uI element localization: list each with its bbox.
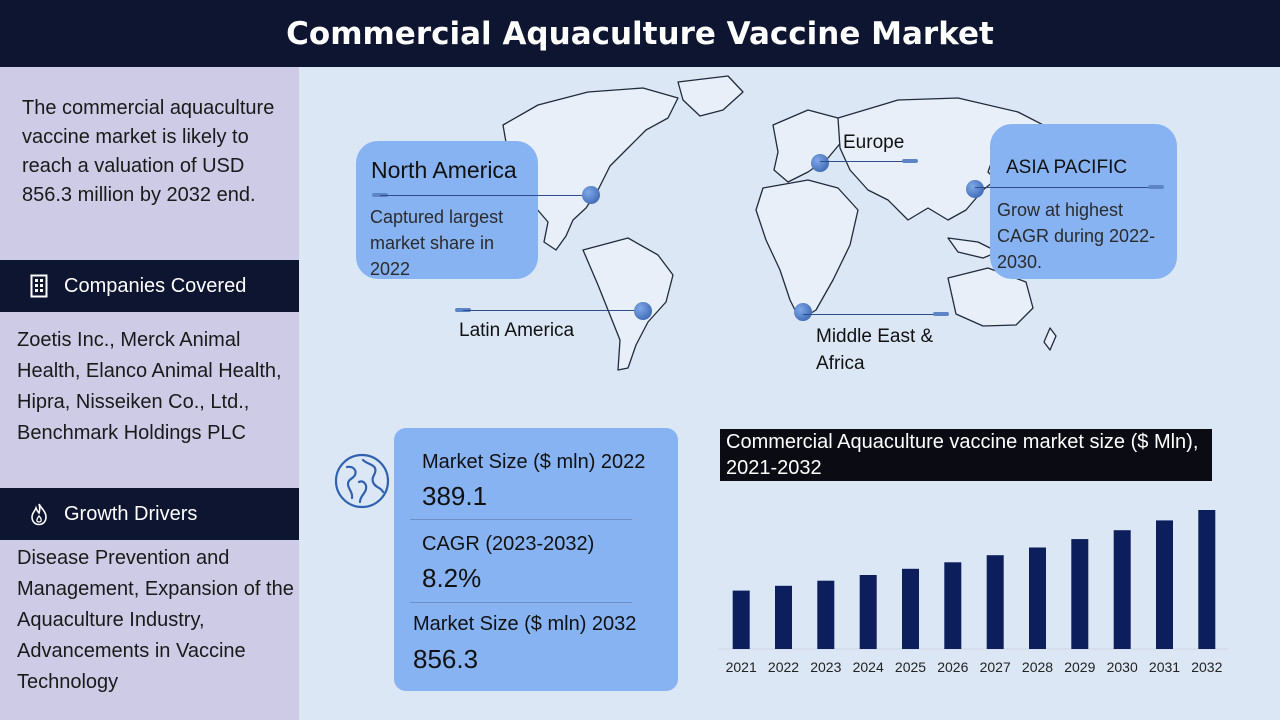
drivers-text: Disease Prevention and Management, Expan… [17, 547, 294, 693]
latin-america-connector [463, 310, 641, 311]
bar-2028 [1029, 547, 1046, 649]
bar-2023 [817, 580, 835, 649]
europe-marker [811, 154, 829, 172]
bar-2022 [775, 585, 792, 649]
x-tick-label: 2021 [726, 659, 757, 675]
bar-2024 [859, 575, 877, 649]
x-tick-label: 2026 [937, 659, 968, 675]
africa-landmass [755, 179, 859, 321]
asia-pacific-marker [966, 180, 984, 198]
bar-2025 [902, 568, 919, 649]
companies-header: Companies Covered [0, 260, 299, 312]
bar-2030 [1113, 530, 1131, 649]
x-tick-label: 2032 [1191, 659, 1222, 675]
size-2022-value: 389.1 [422, 481, 488, 511]
latin-america-label: Latin America [459, 320, 575, 341]
bar-2027 [986, 555, 1004, 649]
europe-connector [820, 161, 910, 162]
x-tick-label: 2024 [853, 659, 884, 675]
x-tick-label: 2028 [1022, 659, 1053, 675]
drivers-header: Growth Drivers [0, 488, 299, 540]
mea-connector [803, 314, 943, 315]
bar-2031 [1156, 520, 1173, 649]
building-icon [22, 274, 56, 298]
metrics-divider [410, 602, 632, 603]
companies-header-label: Companies Covered [64, 274, 247, 297]
size-2032-label: Market Size ($ mln) 2032 [413, 613, 637, 635]
asia-pacific-label: ASIA PACIFIC [1006, 157, 1128, 178]
bar-chart: 2021 2022 2023 2024 2025 2026 2027 2028 2029 2030… [718, 510, 1228, 675]
cagr-value: 8.2% [422, 563, 482, 593]
south-america-landmass [582, 237, 674, 371]
x-tick-label: 2022 [768, 659, 799, 675]
greenland-landmass [677, 75, 744, 117]
flame-icon [22, 502, 56, 526]
drivers-header-label: Growth Drivers [64, 502, 198, 525]
left-panel [0, 67, 299, 720]
size-2032-value: 856.3 [413, 644, 479, 674]
north-america-label: North America [371, 157, 517, 183]
x-tick-label: 2027 [980, 659, 1011, 675]
mea-label: Middle East & Africa [816, 326, 934, 374]
europe-landmass [772, 109, 844, 183]
mea-marker [794, 303, 812, 321]
latin-america-marker [634, 302, 652, 320]
cagr-label: CAGR (2023-2032) [422, 533, 595, 555]
companies-text: Zoetis Inc., Merck Animal Health, Elanco… [17, 329, 282, 444]
globe-icon [334, 453, 390, 509]
x-tick-label: 2029 [1064, 659, 1095, 675]
size-2022-label: Market Size ($ mln) 2022 [422, 451, 646, 473]
asia-pacific-connector [975, 187, 1155, 188]
europe-label: Europe [843, 132, 905, 153]
asia-pacific-desc: Grow at highest CAGR during 2022-2030. [997, 200, 1156, 272]
intro-text: The commercial aquaculture vaccine marke… [22, 97, 275, 206]
x-tick-label: 2030 [1107, 659, 1138, 675]
north-america-desc: Captured largest market share in 2022 [370, 207, 504, 279]
metrics-card [394, 428, 678, 691]
north-america-connector [380, 195, 590, 196]
x-tick-label: 2031 [1149, 659, 1180, 675]
asia-pacific-callout [990, 124, 1177, 279]
x-tick-label: 2023 [810, 659, 841, 675]
chart-title: Commercial Aquaculture vaccine market si… [720, 429, 1212, 481]
page-title: Commercial Aquaculture Vaccine Market [0, 0, 1280, 67]
mea-connector-end [933, 312, 949, 316]
bar-2021 [732, 590, 750, 649]
bar-2026 [944, 562, 962, 649]
asia-pacific-connector-end [1148, 185, 1164, 189]
x-tick-label: 2025 [895, 659, 926, 675]
north-america-marker [582, 186, 600, 204]
europe-connector-end [902, 159, 918, 163]
bar-2029 [1071, 539, 1089, 649]
bar-2032 [1198, 510, 1216, 649]
north-america-callout [356, 141, 538, 279]
metrics-divider [410, 519, 632, 520]
new-zealand-landmass [1043, 327, 1057, 351]
